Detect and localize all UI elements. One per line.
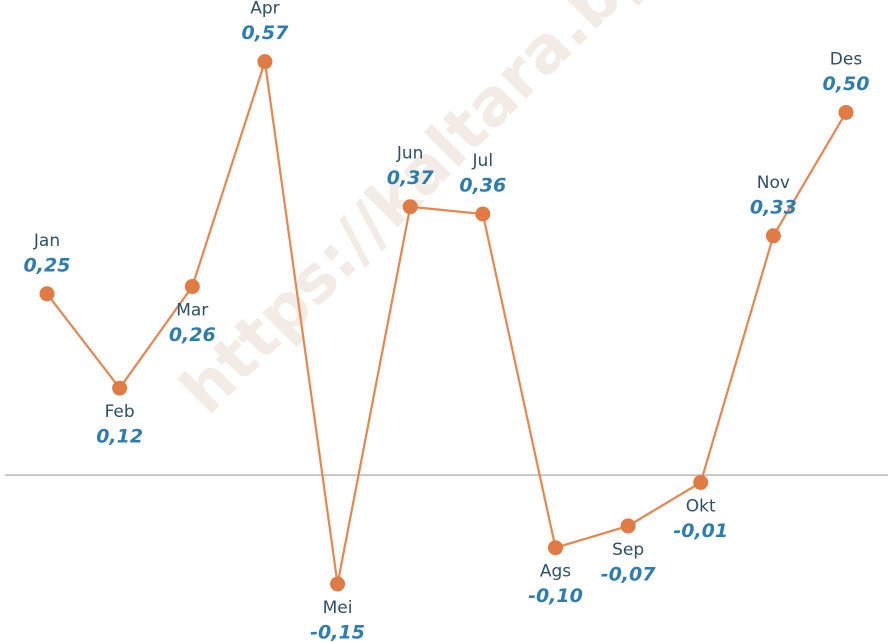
value-label: -0,10 <box>528 585 583 607</box>
point <box>402 199 418 215</box>
category-label: Okt <box>686 496 716 516</box>
category-label: Apr <box>250 0 279 19</box>
category-label: Nov <box>757 173 790 193</box>
point <box>330 576 346 592</box>
value-label: 0,25 <box>24 254 71 276</box>
value-label: -0,01 <box>673 520 728 542</box>
point <box>257 54 273 70</box>
value-label: 0,37 <box>387 167 435 189</box>
category-label: Mar <box>176 301 208 321</box>
point <box>693 474 709 490</box>
point <box>547 540 563 556</box>
value-label: 0,26 <box>169 324 216 346</box>
category-label: Des <box>830 49 863 69</box>
watermark: https://kaltara.bp <box>167 0 668 428</box>
point <box>184 279 200 295</box>
point <box>620 518 636 534</box>
category-label: Mei <box>323 598 353 618</box>
value-label: 0,36 <box>459 175 506 197</box>
category-label: Jan <box>33 231 60 251</box>
category-label: Feb <box>105 402 135 422</box>
value-label: -0,07 <box>601 563 657 585</box>
value-label: -0,15 <box>310 621 365 642</box>
value-label: 0,33 <box>750 196 797 218</box>
category-label: Jun <box>396 144 424 164</box>
point <box>765 228 781 244</box>
category-label: Jul <box>472 151 494 171</box>
value-label: 0,57 <box>241 22 289 44</box>
line <box>46 61 847 585</box>
category-label: Ags <box>540 562 571 582</box>
point <box>475 206 491 222</box>
category-label: Sep <box>612 540 644 560</box>
value-label: 0,50 <box>823 73 870 95</box>
point <box>838 104 854 120</box>
value-label: 0,12 <box>96 426 143 448</box>
point <box>39 286 55 302</box>
point <box>112 380 128 396</box>
